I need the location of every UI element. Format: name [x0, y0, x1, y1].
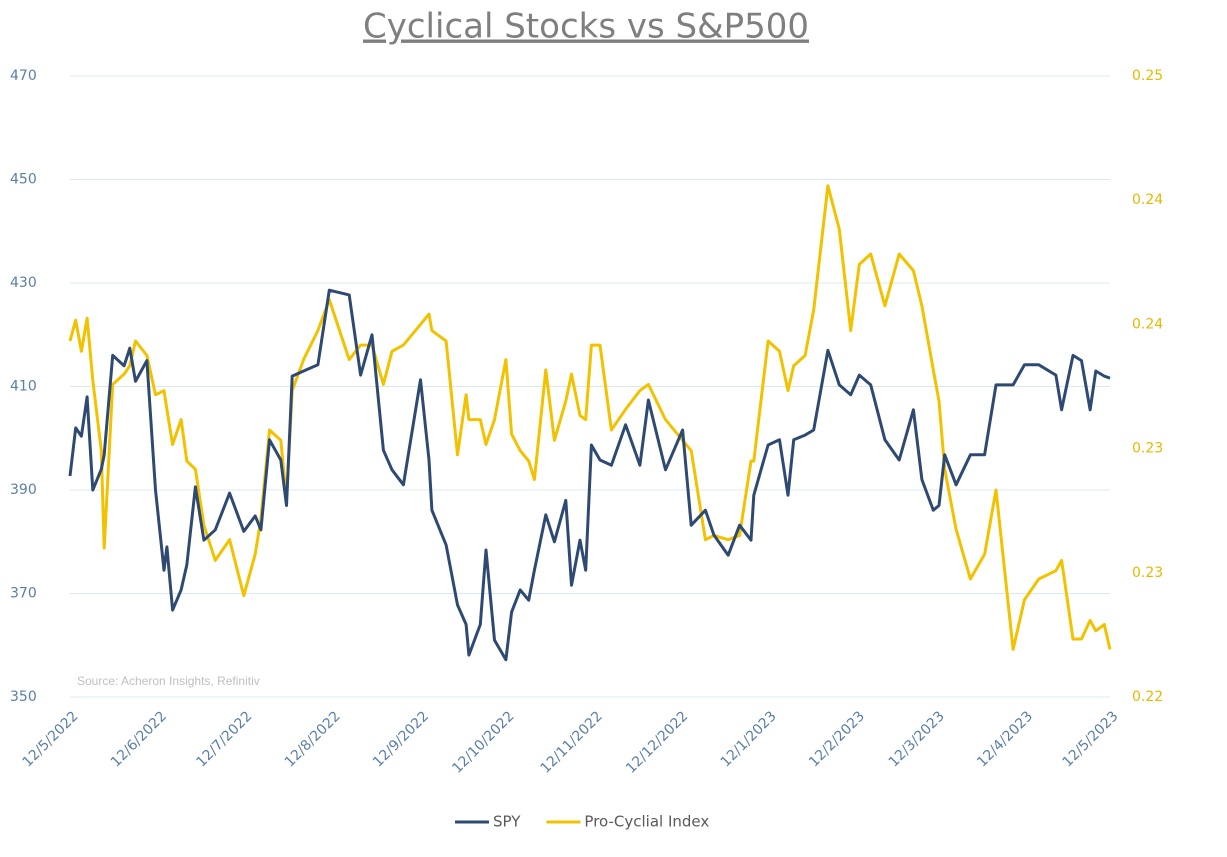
x-tick-label: 12/11/2022 — [538, 708, 606, 776]
legend-label: Pro-Cyclial Index — [584, 813, 709, 831]
chart-title: Cyclical Stocks vs S&P500 — [363, 7, 809, 47]
series-line — [68, 288, 1111, 662]
y-tick-label: 390 — [10, 482, 37, 498]
x-tick-label: 12/5/2022 — [20, 708, 82, 770]
series-line — [68, 184, 1112, 651]
y2-tick-label: 0.25 — [1132, 68, 1163, 84]
x-tick-label: 12/12/2022 — [623, 708, 691, 776]
x-tick-label: 12/8/2022 — [282, 708, 344, 770]
y-tick-label: 450 — [10, 172, 37, 188]
x-tick-label: 12/2/2023 — [806, 708, 868, 770]
x-tick-label: 12/9/2022 — [370, 708, 432, 770]
y2-tick-label: 0.23 — [1132, 441, 1163, 457]
x-tick-label: 12/7/2022 — [193, 708, 255, 770]
x-tick-label: 12/1/2023 — [718, 708, 780, 770]
y-tick-label: 430 — [10, 275, 37, 291]
y-tick-label: 470 — [10, 68, 37, 84]
x-tick-label: 12/5/2023 — [1060, 708, 1122, 770]
y2-tick-label: 0.23 — [1132, 565, 1163, 581]
y-tick-label: 410 — [10, 379, 37, 395]
x-tick-label: 12/10/2022 — [449, 708, 517, 776]
y2-tick-label: 0.22 — [1132, 689, 1163, 705]
y-tick-label: 350 — [10, 689, 37, 705]
y-tick-label: 370 — [10, 586, 37, 602]
y2-tick-label: 0.24 — [1132, 316, 1163, 332]
legend-label: SPY — [493, 813, 521, 831]
source-note: Source: Acheron Insights, Refinitiv — [77, 674, 260, 688]
y2-tick-label: 0.24 — [1132, 192, 1163, 208]
x-tick-label: 12/6/2022 — [108, 708, 170, 770]
x-tick-label: 12/3/2023 — [886, 708, 948, 770]
x-tick-label: 12/4/2023 — [974, 708, 1036, 770]
